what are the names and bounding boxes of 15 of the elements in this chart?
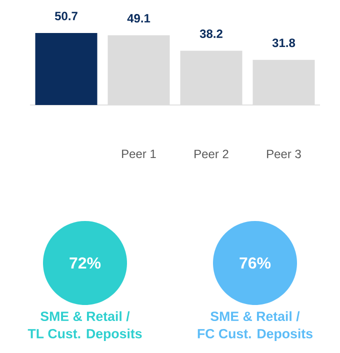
x-tick-label: Peer 2 [194,150,228,158]
data-label: 76% [240,257,271,269]
x-tick-label: Peer 3 [267,150,301,158]
data-label: 49.1 [127,14,150,23]
bar [180,50,242,105]
data-label: 38.2 [200,29,222,38]
x-tick-label: Peer 1 [122,150,156,158]
category-label: SME & Retail / FC Cust. Deposits [198,311,312,342]
category-label: SME & Retail / TL Cust. Deposits [28,311,142,342]
bar [35,32,98,105]
data-label: 31.8 [272,38,296,48]
bar [108,35,170,105]
data-label: 72% [70,257,101,269]
data-label: 50.7 [54,12,78,20]
bar [252,60,315,105]
